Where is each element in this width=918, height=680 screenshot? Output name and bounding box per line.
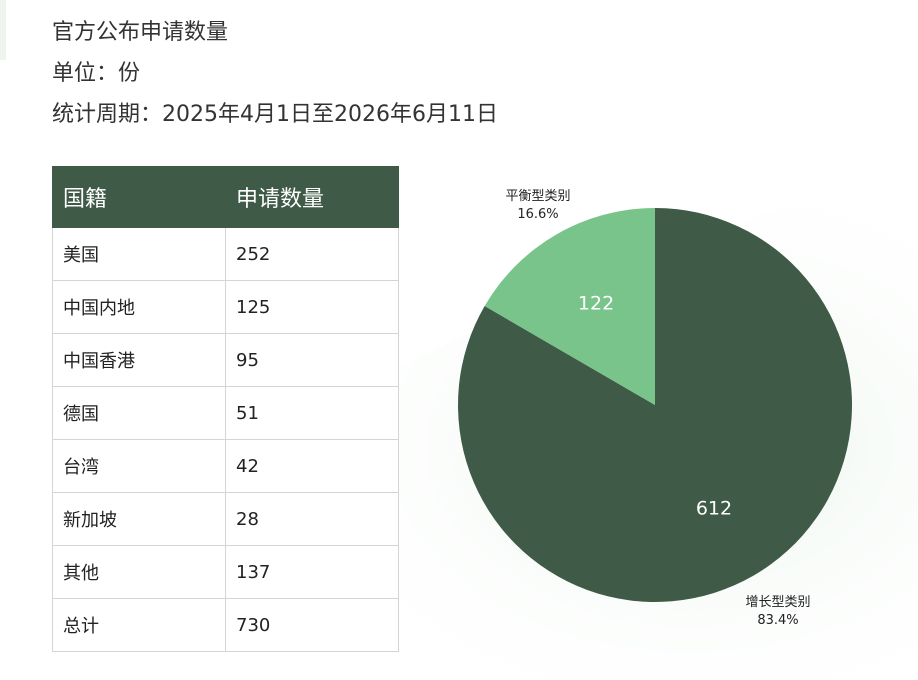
table-cell-nationality: 中国香港 xyxy=(52,333,226,387)
pie-chart: 612 增长型类别 83.4% 122 平衡型类别 16.6% xyxy=(457,189,852,628)
table-cell-count: 137 xyxy=(225,545,399,599)
table-cell-nationality: 德国 xyxy=(52,386,226,440)
table-row: 德国 51 xyxy=(52,386,399,440)
table-row: 美国 252 xyxy=(52,227,399,281)
column-header-nationality: 国籍 xyxy=(52,166,226,228)
table-cell-count: 730 xyxy=(225,598,399,652)
pie-slice-value-label: 122 xyxy=(578,293,614,315)
pie-slice-value-label: 612 xyxy=(696,497,732,519)
table-cell-count: 42 xyxy=(225,439,399,493)
table-cell-nationality: 总计 xyxy=(52,598,226,652)
pie-slice-percent-label: 16.6% xyxy=(517,207,558,222)
table-cell-count: 252 xyxy=(225,227,399,281)
table-cell-count: 28 xyxy=(225,492,399,546)
page-title: 官方公布申请数量 xyxy=(52,20,229,45)
table-row: 中国香港 95 xyxy=(52,333,399,387)
table-cell-nationality: 中国内地 xyxy=(52,280,226,334)
pie-slice-balanced xyxy=(484,208,655,405)
table-cell-nationality: 新加坡 xyxy=(52,492,226,546)
unit-label: 单位：份 xyxy=(52,61,141,86)
pie-slice-growth xyxy=(457,208,852,602)
table-cell-count: 95 xyxy=(225,333,399,387)
pie-slice-category-label: 增长型类别 xyxy=(745,595,810,610)
nationality-table: 国籍 申请数量 美国 252 中国内地 125 中国香港 95 德国 51 台湾 42 新… xyxy=(52,166,399,652)
table-cell-nationality: 美国 xyxy=(52,227,226,281)
table-row: 新加坡 28 xyxy=(52,492,399,546)
table-row-total: 总计 730 xyxy=(52,598,399,652)
header: 官方公布申请数量 单位：份 统计周期：2025年4月1日至2026年6月11日 xyxy=(52,18,498,141)
table-cell-count: 125 xyxy=(225,280,399,334)
pie-slice-percent-label: 83.4% xyxy=(757,613,798,628)
table-header-row: 国籍 申请数量 xyxy=(52,166,399,228)
pie-slice-category-label: 平衡型类别 xyxy=(505,189,570,204)
table-row: 其他 137 xyxy=(52,545,399,599)
table-cell-count: 51 xyxy=(225,386,399,440)
table-cell-nationality: 台湾 xyxy=(52,439,226,493)
column-header-count: 申请数量 xyxy=(225,166,399,228)
table-row: 台湾 42 xyxy=(52,439,399,493)
table-cell-nationality: 其他 xyxy=(52,545,226,599)
period-label: 统计周期：2025年4月1日至2026年6月11日 xyxy=(52,102,498,127)
table-row: 中国内地 125 xyxy=(52,280,399,334)
